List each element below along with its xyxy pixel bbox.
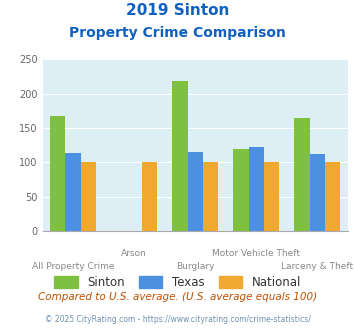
Bar — [203, 162, 218, 231]
Text: Property Crime Comparison: Property Crime Comparison — [69, 26, 286, 40]
Text: © 2025 CityRating.com - https://www.cityrating.com/crime-statistics/: © 2025 CityRating.com - https://www.city… — [45, 315, 310, 324]
Bar — [188, 152, 203, 231]
Text: Compared to U.S. average. (U.S. average equals 100): Compared to U.S. average. (U.S. average … — [38, 292, 317, 302]
Bar — [248, 147, 264, 231]
Bar — [264, 162, 279, 231]
Text: All Property Crime: All Property Crime — [32, 262, 114, 271]
Bar — [294, 118, 310, 231]
Bar — [325, 162, 340, 231]
Bar — [50, 116, 66, 231]
Legend: Sinton, Texas, National: Sinton, Texas, National — [49, 272, 306, 294]
Bar — [310, 154, 325, 231]
Text: Burglary: Burglary — [176, 262, 214, 271]
Bar — [81, 162, 96, 231]
Bar — [234, 149, 248, 231]
Bar — [173, 81, 187, 231]
Bar — [66, 153, 81, 231]
Text: 2019 Sinton: 2019 Sinton — [126, 3, 229, 18]
Bar — [142, 162, 157, 231]
Text: Arson: Arson — [121, 249, 147, 258]
Text: Larceny & Theft: Larceny & Theft — [281, 262, 354, 271]
Text: Motor Vehicle Theft: Motor Vehicle Theft — [212, 249, 300, 258]
